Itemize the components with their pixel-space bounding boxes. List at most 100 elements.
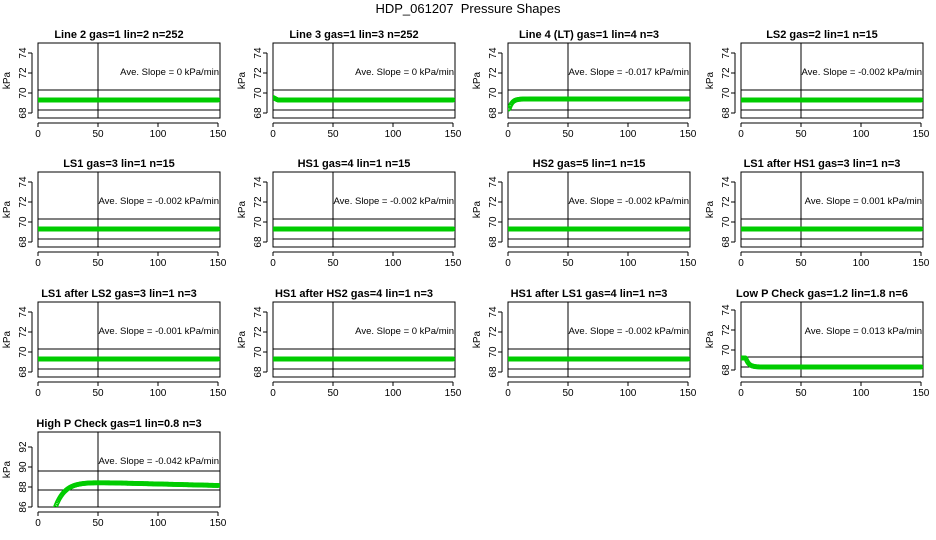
x-tick-label: 100	[620, 129, 637, 140]
slope-annotation: Ave. Slope = 0 kPa/min	[120, 67, 219, 78]
slope-annotation: Ave. Slope = -0.002 kPa/min	[802, 67, 923, 78]
x-tick-label: 50	[795, 258, 807, 269]
chart-title: Low P Check gas=1.2 lin=1.8 n=6	[736, 288, 908, 300]
x-tick-label: 150	[913, 129, 930, 140]
chart-title: Line 3 gas=1 lin=3 n=252	[289, 29, 419, 41]
plot-area	[741, 43, 923, 118]
plot-frame	[507, 171, 691, 248]
x-tick-label: 50	[327, 388, 339, 399]
x-tick-label: 50	[327, 258, 339, 269]
x-tick-label: 100	[620, 388, 637, 399]
data-point	[685, 356, 690, 362]
x-tick-label: 100	[853, 258, 870, 269]
data-point	[685, 226, 690, 232]
plot-area	[508, 172, 690, 247]
y-tick-label: 70	[18, 87, 29, 99]
plot-area	[273, 302, 455, 377]
slope-annotation: Ave. Slope = -0.017 kPa/min	[569, 67, 690, 78]
x-tick-label: 150	[210, 129, 227, 140]
x-tick-label: 150	[210, 258, 227, 269]
y-tick-label: 72	[253, 326, 264, 338]
plot-frame	[272, 301, 456, 378]
y-tick-label: 72	[253, 67, 264, 79]
chart-title: LS1 gas=3 lin=1 n=15	[63, 158, 175, 170]
y-tick-label: 90	[18, 461, 29, 473]
slope-annotation: Ave. Slope = -0.002 kPa/min	[569, 326, 690, 337]
x-tick-label: 0	[35, 388, 41, 399]
x-tick-label: 0	[35, 258, 41, 269]
y-tick-label: 88	[18, 481, 29, 493]
x-tick-label: 50	[92, 518, 104, 529]
slope-annotation: Ave. Slope = 0.001 kPa/min	[805, 196, 922, 207]
plot-area	[508, 302, 690, 377]
y-tick-label: 70	[253, 87, 264, 99]
x-tick-label: 150	[680, 388, 697, 399]
y-axis-label: kPa	[472, 200, 483, 218]
y-tick-label: 68	[721, 107, 732, 119]
data-point	[450, 356, 455, 362]
x-tick-label: 50	[327, 129, 339, 140]
slope-annotation: Ave. Slope = 0 kPa/min	[355, 326, 454, 337]
y-tick-label: 68	[488, 236, 499, 248]
plot-frame	[272, 42, 456, 119]
x-tick-label: 150	[445, 388, 462, 399]
y-tick-label: 74	[488, 176, 499, 188]
y-tick-label: 68	[253, 236, 264, 248]
x-tick-label: 150	[445, 258, 462, 269]
plot-area	[741, 302, 923, 377]
x-tick-label: 0	[505, 258, 511, 269]
x-tick-label: 100	[150, 518, 167, 529]
y-tick-label: 74	[721, 47, 732, 59]
chart-title: HS1 after HS2 gas=4 lin=1 n=3	[274, 288, 434, 300]
x-tick-label: 150	[445, 129, 462, 140]
y-tick-label: 72	[18, 196, 29, 208]
y-tick-label: 68	[488, 366, 499, 378]
plot-frame	[37, 431, 221, 508]
x-tick-label: 0	[270, 258, 276, 269]
data-point	[215, 97, 220, 103]
chart-title: HS1 after LS1 gas=4 lin=1 n=3	[510, 288, 668, 300]
y-tick-label: 72	[18, 67, 29, 79]
x-tick-label: 100	[385, 129, 402, 140]
y-tick-label: 70	[488, 346, 499, 358]
y-axis-label: kPa	[237, 330, 248, 348]
y-tick-label: 70	[721, 87, 732, 99]
data-point	[215, 356, 220, 362]
y-tick-label: 92	[18, 441, 29, 453]
data-point	[450, 97, 455, 103]
y-tick-label: 70	[18, 216, 29, 228]
plot-frame	[740, 171, 924, 248]
y-tick-label: 72	[488, 196, 499, 208]
y-tick-label: 72	[488, 326, 499, 338]
y-axis-label: kPa	[472, 71, 483, 89]
y-tick-label: 74	[721, 176, 732, 188]
y-axis-label: kPa	[705, 200, 716, 218]
y-tick-label: 72	[488, 67, 499, 79]
y-tick-label: 70	[488, 87, 499, 99]
x-tick-label: 50	[92, 129, 104, 140]
x-tick-label: 100	[150, 129, 167, 140]
y-tick-label: 72	[253, 196, 264, 208]
y-tick-label: 68	[721, 236, 732, 248]
chart-title: LS1 after HS1 gas=3 lin=1 n=3	[743, 158, 901, 170]
y-tick-label: 70	[18, 346, 29, 358]
y-tick-label: 72	[18, 326, 29, 338]
x-tick-label: 100	[150, 258, 167, 269]
y-tick-label: 74	[253, 306, 264, 318]
x-tick-label: 0	[35, 518, 41, 529]
plot-area	[38, 432, 220, 507]
y-axis-label: kPa	[705, 71, 716, 89]
y-axis-label: kPa	[2, 460, 13, 478]
slope-annotation: Ave. Slope = -0.042 kPa/min	[99, 456, 220, 467]
y-tick-label: 70	[253, 216, 264, 228]
plot-frame	[272, 171, 456, 248]
y-axis-label: kPa	[2, 71, 13, 89]
plot-frame	[740, 42, 924, 119]
x-tick-label: 100	[150, 388, 167, 399]
y-tick-label: 70	[721, 216, 732, 228]
x-tick-label: 100	[620, 258, 637, 269]
